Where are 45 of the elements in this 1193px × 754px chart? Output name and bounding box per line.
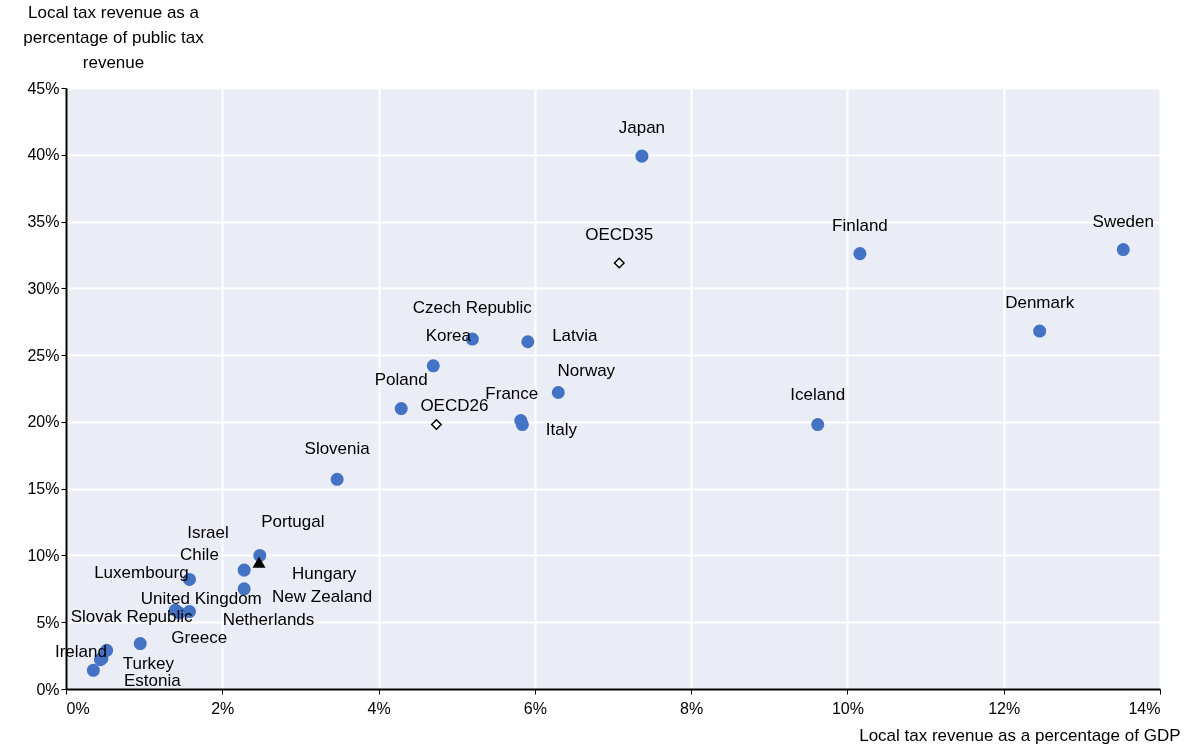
annotation: Israel [187, 523, 229, 543]
y-tick-label: 20% [27, 413, 60, 431]
annotation: Chile [180, 545, 219, 565]
x-tick-label: 6% [523, 699, 547, 717]
y-tick-label: 45% [27, 79, 60, 97]
y-tick-label: 40% [27, 146, 60, 164]
x-tick-label: 14% [1128, 699, 1161, 717]
annotation: New Zealand [272, 586, 373, 606]
y-axis-title: Local tax revenue as a percentage of public tax revenue [23, 2, 205, 72]
annotation: Italy [545, 419, 578, 439]
annotation: Netherlands [222, 609, 315, 629]
x-tick-label: 8% [680, 699, 704, 717]
annotation: Slovenia [304, 439, 371, 459]
annotation: Poland [374, 369, 428, 389]
annotation: Japan [618, 118, 666, 138]
y-tick-label: 10% [27, 546, 60, 564]
annotation: Slovak Republic [70, 607, 194, 627]
annotation: Korea [425, 326, 472, 346]
annotation: Greece [171, 627, 228, 647]
annotation: Sweden [1092, 211, 1154, 231]
annotation: Denmark [1005, 293, 1075, 313]
y-tick-label: 35% [27, 213, 60, 231]
annotation: Luxembourg [94, 563, 189, 583]
x-tick-label: 0% [66, 699, 90, 717]
annotation: Hungary [292, 564, 357, 584]
y-tick-label: 0% [36, 680, 60, 698]
annotation: Portugal [261, 512, 325, 532]
x-tick-label: 12% [988, 699, 1021, 717]
y-tick-label: 25% [27, 346, 60, 364]
x-axis-title: Local tax revenue as a percentage of GDP [859, 725, 1181, 745]
annotation: United Kingdom [140, 588, 262, 608]
annotation: OECD35 [585, 224, 654, 244]
annotation: Estonia [124, 671, 182, 691]
x-tick-label: 2% [211, 699, 235, 717]
x-tick-label: 4% [367, 699, 391, 717]
annotation: Iceland [790, 384, 846, 404]
annotation: Turkey [122, 653, 175, 673]
y-tick-label: 30% [27, 279, 60, 297]
annotation: Czech Republic [412, 297, 533, 317]
y-tick-label: 15% [27, 480, 60, 498]
annotation: Norway [557, 360, 616, 380]
annotation: Finland [832, 215, 888, 235]
y-tick-label: 5% [36, 613, 60, 631]
annotation: Latvia [552, 325, 599, 345]
x-tick-label: 10% [831, 699, 864, 717]
